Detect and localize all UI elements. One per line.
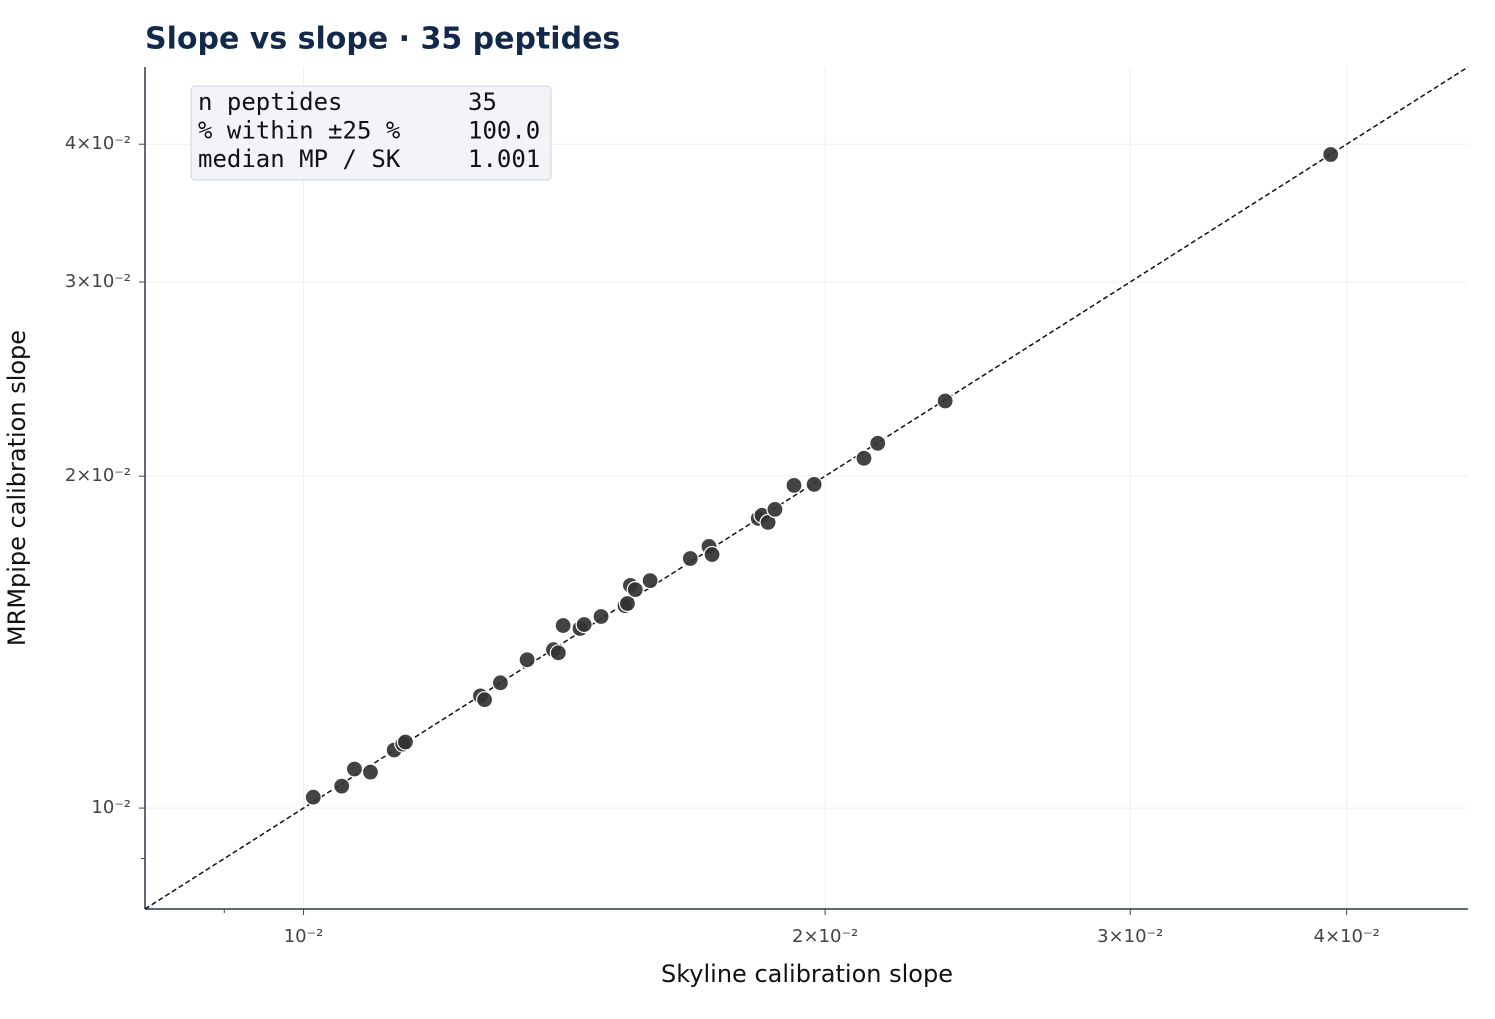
point: [304, 788, 322, 806]
point: [703, 545, 721, 564]
point: [333, 777, 351, 795]
y-tick-label: 4×10⁻²: [65, 133, 131, 154]
point: [641, 572, 659, 590]
point: [936, 392, 954, 410]
stats-text: 100.0: [468, 117, 540, 145]
point: [361, 763, 380, 781]
point: [869, 434, 887, 452]
point: [766, 500, 784, 518]
stats-text: n peptides: [198, 88, 343, 116]
x-tick-label: 4×10⁻²: [1314, 926, 1380, 947]
x-tick-label: 10⁻²: [284, 926, 324, 947]
point: [475, 691, 494, 709]
point: [618, 594, 637, 613]
point: [805, 475, 823, 493]
y-tick-label: 3×10⁻²: [65, 271, 131, 292]
point: [396, 733, 415, 751]
stats-text: 1.001: [468, 145, 540, 173]
y-tick-label: 2×10⁻²: [65, 465, 131, 486]
point: [518, 651, 536, 669]
stats-text: % within ±25 %: [198, 117, 401, 145]
x-tick-label: 3×10⁻²: [1097, 926, 1163, 947]
x-axis-label: Skyline calibration slope: [661, 960, 953, 988]
stats-text: 35: [468, 88, 497, 116]
point: [855, 449, 873, 467]
point: [491, 674, 509, 692]
y-axis-label: MRMpipe calibration slope: [3, 330, 31, 646]
point: [592, 607, 610, 626]
point: [554, 616, 572, 635]
y-tick-label: 10⁻²: [91, 797, 131, 818]
point: [785, 476, 803, 494]
x-tick-label: 2×10⁻²: [792, 926, 858, 947]
stats-box: [190, 85, 552, 181]
point: [681, 549, 699, 568]
point: [575, 615, 593, 634]
point: [345, 760, 364, 778]
point: [1322, 145, 1340, 164]
point: [626, 581, 644, 599]
point: [549, 644, 567, 662]
chart-title: Slope vs slope · 35 peptides: [145, 22, 620, 57]
stats-text: median MP / SK: [198, 145, 401, 173]
